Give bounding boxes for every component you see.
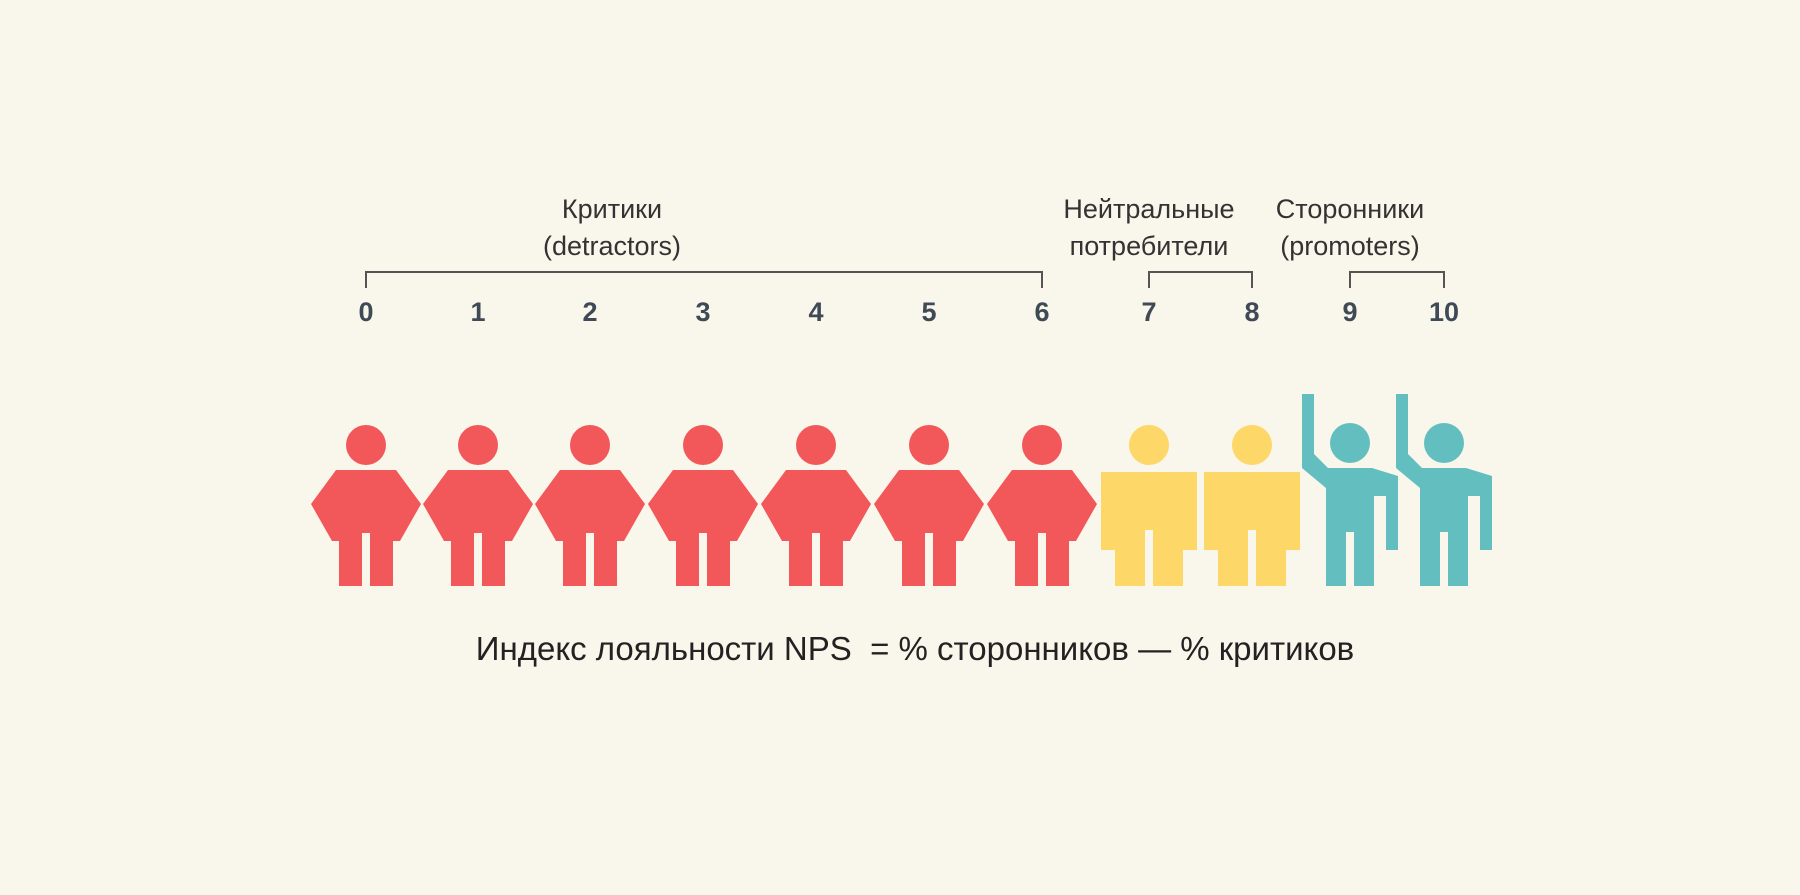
score-8: 8	[1244, 297, 1259, 327]
score-2: 2	[582, 297, 597, 327]
score-5: 5	[921, 297, 936, 327]
score-1: 1	[470, 297, 485, 327]
passives-bracket	[1148, 271, 1253, 288]
detractor-person-icon	[648, 425, 758, 586]
passive-person-icon	[1204, 425, 1300, 586]
score-10: 10	[1429, 297, 1459, 327]
promoter-person-icon	[1302, 394, 1398, 586]
score-4: 4	[808, 297, 823, 327]
score-6: 6	[1034, 297, 1049, 327]
score-3: 3	[695, 297, 710, 327]
detractor-person-icon	[311, 425, 421, 586]
promoter-person-icon	[1396, 394, 1492, 586]
score-7: 7	[1141, 297, 1156, 327]
promoters-label-line1: Сторонники	[1276, 194, 1424, 224]
detractor-person-icon	[987, 425, 1097, 586]
detractors-label-line1: Критики	[562, 194, 662, 224]
promoters-label-line2: (promoters)	[1280, 231, 1420, 261]
passives-label-line2: потребители	[1070, 231, 1229, 261]
passive-person-icon	[1101, 425, 1197, 586]
detractor-person-icon	[761, 425, 871, 586]
detractor-person-icon	[535, 425, 645, 586]
detractor-person-icon	[423, 425, 533, 586]
promoters-bracket	[1349, 271, 1445, 288]
detractors-label-line2: (detractors)	[543, 231, 681, 261]
score-0: 0	[358, 297, 373, 327]
detractors-bracket	[365, 271, 1043, 288]
score-9: 9	[1342, 297, 1357, 327]
nps-formula: Индекс лояльности NPS = % сторонников — …	[476, 630, 1354, 667]
detractor-person-icon	[874, 425, 984, 586]
passives-label-line1: Нейтральные	[1063, 194, 1234, 224]
